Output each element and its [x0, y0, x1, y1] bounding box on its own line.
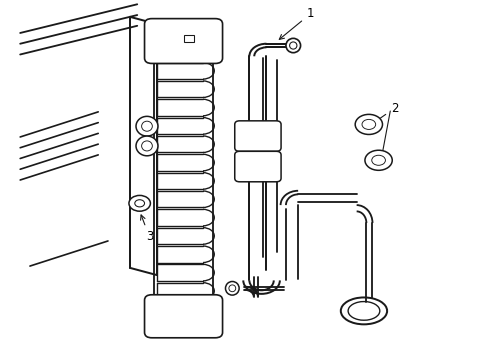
FancyBboxPatch shape — [234, 121, 281, 151]
Ellipse shape — [136, 136, 158, 156]
Text: 1: 1 — [279, 8, 313, 39]
Ellipse shape — [136, 116, 158, 136]
Circle shape — [129, 195, 150, 211]
Circle shape — [354, 114, 382, 134]
FancyBboxPatch shape — [144, 19, 222, 63]
Ellipse shape — [289, 42, 296, 49]
FancyBboxPatch shape — [234, 151, 281, 182]
FancyBboxPatch shape — [144, 295, 222, 338]
Bar — [183, 35, 194, 42]
Text: 3: 3 — [140, 215, 153, 243]
Circle shape — [364, 150, 391, 170]
Ellipse shape — [142, 141, 152, 151]
Circle shape — [135, 200, 144, 207]
Ellipse shape — [228, 285, 235, 292]
Text: 2: 2 — [374, 102, 397, 122]
Ellipse shape — [142, 121, 152, 131]
Circle shape — [361, 120, 375, 130]
Circle shape — [371, 155, 385, 165]
Ellipse shape — [225, 282, 239, 295]
Ellipse shape — [285, 39, 300, 53]
